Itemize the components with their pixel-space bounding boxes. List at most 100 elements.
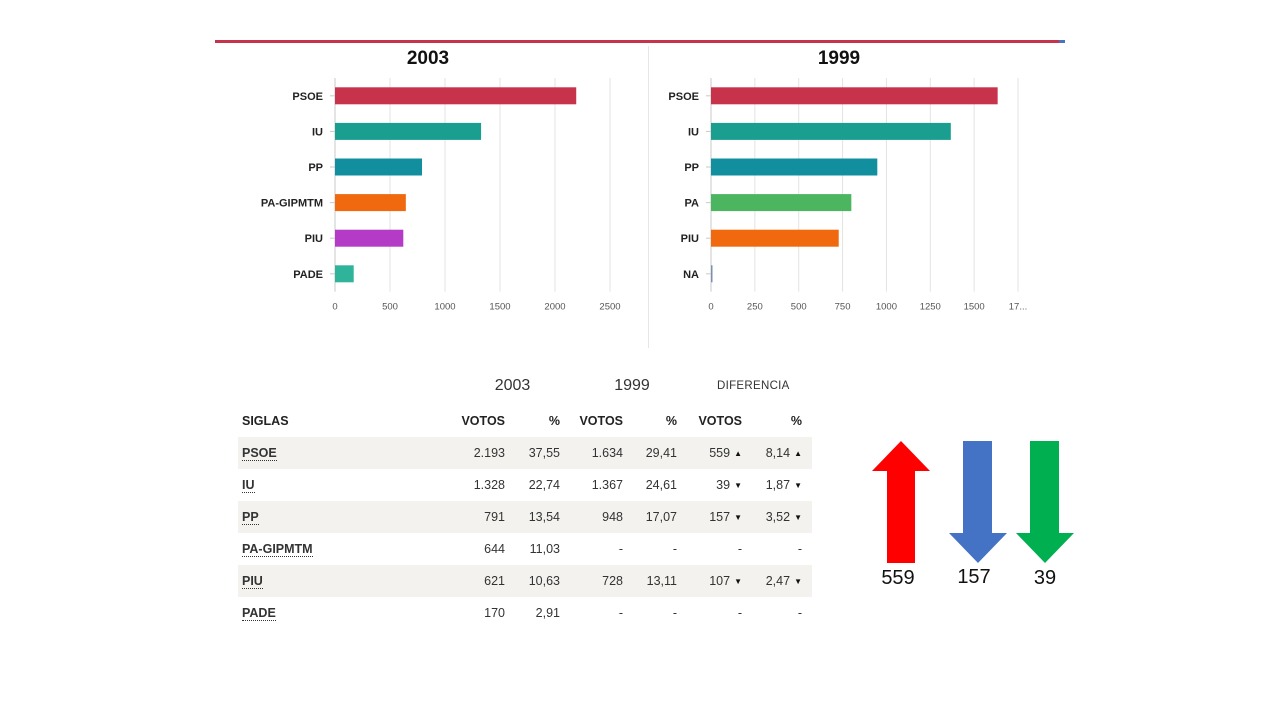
header-votos-diff: VOTOS <box>698 414 742 428</box>
cell-value: 621 <box>484 574 505 588</box>
cell-pct-1999: 13,11 <box>633 565 687 597</box>
cell-votos-2003: 170 <box>448 597 515 629</box>
cell-pct-2003: 22,74 <box>515 469 570 501</box>
table-year-2003: 2003 <box>494 377 531 394</box>
category-label: PSOE <box>668 91 699 103</box>
arrow-value-1: 559 <box>881 567 915 589</box>
cell-value: 1.634 <box>591 446 623 460</box>
cell-pct-1999: - <box>633 597 687 629</box>
x-tick-label: 0 <box>332 302 337 313</box>
x-tick-label: 250 <box>747 302 763 313</box>
x-tick-label: 2000 <box>544 302 565 313</box>
cell-pct-2003: 11,03 <box>515 533 570 565</box>
cell-value: - <box>737 542 742 556</box>
bar-na[interactable] <box>711 265 713 283</box>
cell-votos-diff: 39 ▼ <box>687 469 752 501</box>
cell-value: 107 <box>709 574 731 588</box>
cell-value: - <box>618 606 623 620</box>
cell-value: 8,14 <box>765 446 791 460</box>
party-link[interactable]: PP <box>242 510 259 525</box>
cell-votos-2003: 791 <box>448 501 515 533</box>
arrow-value-2: 157 <box>957 566 991 588</box>
header-pct-1999: % <box>665 414 677 428</box>
cell-pct-diff: - <box>752 533 812 565</box>
cell-value: 29,41 <box>645 446 677 460</box>
triangle-down-icon: ▼ <box>794 513 802 522</box>
x-tick-label: 500 <box>382 302 398 313</box>
header-pct-diff: % <box>790 414 802 428</box>
chart-2003: 0 500 1000 1500 2000 2500 PSOE IU PP PA-GIPMTM PIU… <box>261 78 621 313</box>
bar-pp[interactable] <box>335 158 423 176</box>
bar-piu[interactable] <box>335 229 404 247</box>
triangle-down-icon: ▼ <box>734 481 742 490</box>
party-link[interactable]: PSOE <box>242 446 277 461</box>
cell-sigla: PA-GIPMTM <box>238 533 448 565</box>
cell-votos-1999: 948 <box>570 501 633 533</box>
cell-votos-1999: - <box>570 533 633 565</box>
table-row: PADE 170 2,91 - - - - <box>238 597 812 629</box>
party-link[interactable]: IU <box>242 478 255 493</box>
bar-psoe[interactable] <box>711 87 998 105</box>
cell-pct-1999: 17,07 <box>633 501 687 533</box>
bar-psoe[interactable] <box>335 87 577 105</box>
category-label: PA <box>685 198 700 210</box>
cell-pct-2003: 2,91 <box>515 597 570 629</box>
cell-value: - <box>672 606 677 620</box>
x-tick-label: 1000 <box>434 302 455 313</box>
arrow-down-green-icon <box>1016 441 1074 563</box>
bar-iu[interactable] <box>711 122 951 140</box>
cell-pct-diff: 1,87 ▼ <box>752 469 812 501</box>
cell-votos-2003: 621 <box>448 565 515 597</box>
category-label: PIU <box>305 233 323 245</box>
party-link[interactable]: PADE <box>242 606 276 621</box>
triangle-down-icon: ▼ <box>794 577 802 586</box>
bar-iu[interactable] <box>335 122 482 140</box>
category-label: IU <box>688 126 699 138</box>
x-tick-label: 500 <box>791 302 807 313</box>
x-tick-label: 2500 <box>599 302 620 313</box>
bar-pade[interactable] <box>335 265 354 283</box>
cell-value: 13,54 <box>528 510 560 524</box>
header-votos-1999: VOTOS <box>579 414 623 428</box>
cell-value: 37,55 <box>528 446 560 460</box>
cell-value: 157 <box>709 510 731 524</box>
table-row: PA-GIPMTM 644 11,03 - - - - <box>238 533 812 565</box>
party-link[interactable]: PIU <box>242 574 263 589</box>
party-link[interactable]: PA-GIPMTM <box>242 542 313 557</box>
chart-1999: 0 250 500 750 1000 1250 1500 17... PSOE IU PP PA PIU… <box>668 78 1027 313</box>
triangle-up-icon: ▲ <box>734 449 742 458</box>
cell-pct-1999: 29,41 <box>633 437 687 469</box>
cell-value: - <box>672 542 677 556</box>
category-label: PSOE <box>292 91 323 103</box>
bar-pa[interactable] <box>711 194 852 212</box>
cell-pct-2003: 13,54 <box>515 501 570 533</box>
cell-value: 22,74 <box>528 478 560 492</box>
cell-value: 3,52 <box>765 510 791 524</box>
triangle-down-icon: ▼ <box>734 513 742 522</box>
bar-pa-gipmtm[interactable] <box>335 194 406 212</box>
category-label: IU <box>312 126 323 138</box>
cell-value: 11,03 <box>529 542 560 556</box>
triangle-down-icon: ▼ <box>734 577 742 586</box>
triangle-up-icon: ▲ <box>794 449 802 458</box>
category-label: PIU <box>681 233 699 245</box>
category-label: PA-GIPMTM <box>261 198 323 210</box>
cell-sigla: PADE <box>238 597 448 629</box>
bar-pp[interactable] <box>711 158 878 176</box>
cell-pct-1999: - <box>633 533 687 565</box>
cell-sigla: PSOE <box>238 437 448 469</box>
chart-1999-title: 1999 <box>817 48 861 69</box>
header-votos-2003: VOTOS <box>461 414 505 428</box>
cell-pct-diff: 8,14 ▲ <box>752 437 812 469</box>
table-row: PP 791 13,54 948 17,07 157 ▼ 3,52 ▼ <box>238 501 812 533</box>
category-label: PP <box>308 162 323 174</box>
cell-votos-2003: 644 <box>448 533 515 565</box>
cell-votos-diff: 157 ▼ <box>687 501 752 533</box>
cell-votos-2003: 2.193 <box>448 437 515 469</box>
cell-sigla: IU <box>238 469 448 501</box>
cell-value: 644 <box>484 542 505 556</box>
cell-value: 13,11 <box>646 574 677 588</box>
bar-piu[interactable] <box>711 229 839 247</box>
cell-pct-1999: 24,61 <box>633 469 687 501</box>
table-row: PSOE 2.193 37,55 1.634 29,41 559 ▲ 8,14 ▲ <box>238 437 812 469</box>
